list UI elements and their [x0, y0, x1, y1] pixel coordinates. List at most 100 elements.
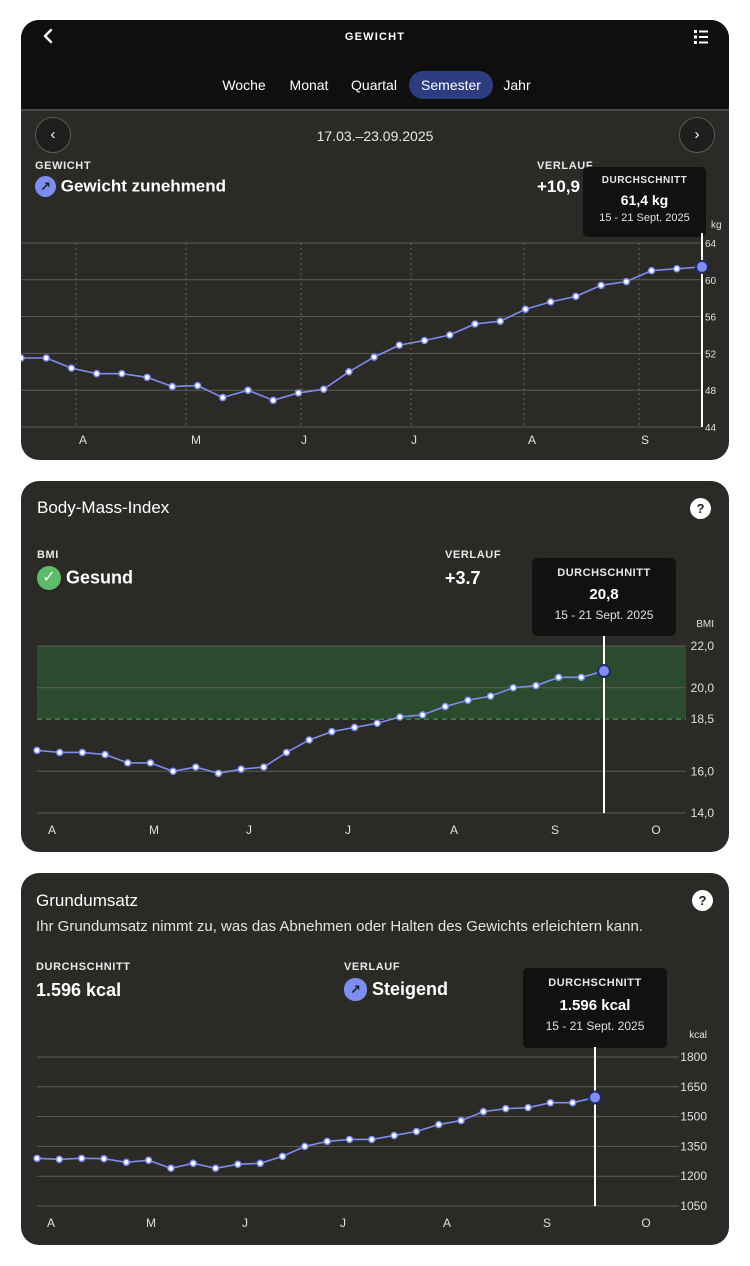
data-point — [100, 1154, 108, 1163]
y-tick-label: 44 — [705, 423, 717, 434]
tooltip-label: DURCHSCHNITT — [601, 175, 688, 186]
data-point — [647, 266, 656, 275]
data-point — [143, 373, 151, 382]
tab-woche[interactable]: Woche — [222, 77, 266, 93]
prev-period-button[interactable]: ‹ — [35, 117, 71, 153]
weight-trend-value: +10,9 — [537, 177, 581, 196]
tooltip-label: DURCHSCHNITT — [548, 977, 642, 989]
x-tick-label: A — [48, 823, 56, 837]
data-point — [282, 748, 291, 757]
data-point — [546, 298, 555, 306]
tab-jahr[interactable]: Jahr — [503, 77, 531, 93]
data-point — [278, 1152, 287, 1161]
y-tick-label: 52 — [705, 349, 717, 360]
data-point — [496, 317, 504, 325]
bmr-title: Grundumsatz — [36, 891, 139, 910]
bmi-stat-text: Gesund — [66, 567, 134, 588]
tab-quartal[interactable]: Quartal — [351, 77, 397, 93]
data-point — [368, 1135, 376, 1144]
next-period-button[interactable]: › — [679, 117, 715, 153]
data-point — [390, 1131, 398, 1140]
weight-header: GEWICHT Woche Monat Quartal Semester Jah… — [21, 20, 729, 109]
y-tick-label: 14,0 — [691, 806, 715, 820]
weight-stat-label: GEWICHT — [35, 160, 92, 172]
data-point — [234, 1160, 242, 1169]
bmr-trend-text: Steigend — [372, 979, 449, 999]
data-point — [373, 719, 381, 727]
data-point — [420, 336, 429, 345]
data-point — [55, 748, 64, 757]
data-point — [77, 1154, 86, 1163]
data-point — [146, 759, 155, 767]
y-tick-label: 18,5 — [691, 712, 715, 726]
data-point — [395, 341, 404, 349]
selected-data-point — [588, 1090, 602, 1105]
data-point — [67, 364, 76, 372]
x-tick-label: O — [651, 823, 660, 837]
data-point — [269, 396, 277, 405]
trend-up-icon: ↗ — [35, 176, 56, 198]
data-point — [123, 759, 132, 767]
trend-up-icon: ↗ — [344, 978, 367, 1001]
data-point — [673, 265, 681, 273]
x-tick-label: J — [345, 823, 351, 837]
x-tick-label: M — [149, 823, 159, 837]
data-point — [532, 681, 540, 690]
data-point — [237, 765, 245, 773]
data-point — [193, 381, 202, 390]
tab-semester[interactable]: Semester — [409, 71, 493, 99]
data-point — [92, 369, 101, 378]
bmr-trend-label: VERLAUF — [344, 961, 401, 973]
y-tick-label: 1650 — [680, 1080, 707, 1094]
y-tick-label: 20,0 — [691, 681, 715, 695]
bmr-chart: 1800 1650 1500 1350 1200 1050 kcal A M J J A S O — [33, 1030, 707, 1230]
data-point — [479, 1107, 488, 1116]
weight-stat-value: ↗ Gewicht zunehmend — [35, 176, 226, 198]
data-point — [168, 382, 177, 391]
data-point — [597, 281, 605, 290]
bmi-trend-label: VERLAUF — [445, 549, 502, 561]
series-line — [36, 1096, 596, 1170]
tab-monat[interactable]: Monat — [289, 77, 329, 93]
y-tick-label: 64 — [705, 239, 717, 250]
x-tick-label: A — [443, 1216, 451, 1230]
data-point — [211, 1164, 220, 1173]
back-icon[interactable] — [39, 26, 59, 46]
data-point — [78, 748, 87, 757]
y-tick-label: 1800 — [680, 1050, 707, 1064]
y-axis-unit: kcal — [689, 1030, 707, 1041]
bmi-stat-label: BMI — [37, 549, 59, 561]
data-point — [305, 736, 313, 744]
x-tick-label: O — [641, 1216, 650, 1230]
data-point — [350, 723, 359, 732]
weight-tooltip: DURCHSCHNITT 61,4 kg 15 - 21 Sept. 2025 — [583, 167, 706, 237]
data-point — [446, 331, 454, 339]
bmi-trend-value: +3.7 — [445, 568, 481, 588]
x-tick-label: J — [246, 823, 252, 837]
x-tick-label: J — [301, 433, 307, 447]
y-tick-label: 56 — [705, 313, 717, 324]
bmi-tooltip: DURCHSCHNITT 20,8 15 - 21 Sept. 2025 — [532, 558, 676, 636]
data-point — [55, 1155, 64, 1164]
data-point — [457, 1116, 465, 1125]
x-tick-label: M — [146, 1216, 156, 1230]
data-point — [441, 702, 449, 711]
tooltip-date: 15 - 21 Sept. 2025 — [554, 608, 654, 622]
x-tick-label: J — [242, 1216, 248, 1230]
bmr-card: Grundumsatz ? Ihr Grundumsatz nimmt zu, … — [21, 873, 729, 1245]
x-tick-label: S — [551, 823, 559, 837]
data-point — [294, 389, 303, 397]
bmi-help-icon[interactable]: ? — [690, 498, 711, 519]
data-point — [412, 1127, 421, 1136]
weight-card: GEWICHT Woche Monat Quartal Semester Jah… — [21, 20, 729, 460]
bmr-trend-value: ↗ Steigend — [344, 978, 448, 1001]
data-point — [435, 1120, 443, 1129]
data-point — [471, 320, 479, 328]
tooltip-date: 15 - 21 Sept. 2025 — [599, 212, 690, 224]
data-point — [345, 368, 353, 376]
data-point — [33, 1154, 41, 1163]
bmr-help-icon[interactable]: ? — [692, 890, 713, 911]
list-menu-icon[interactable] — [691, 27, 711, 47]
data-point — [554, 673, 563, 682]
bmi-title: Body-Mass-Index — [37, 498, 170, 517]
